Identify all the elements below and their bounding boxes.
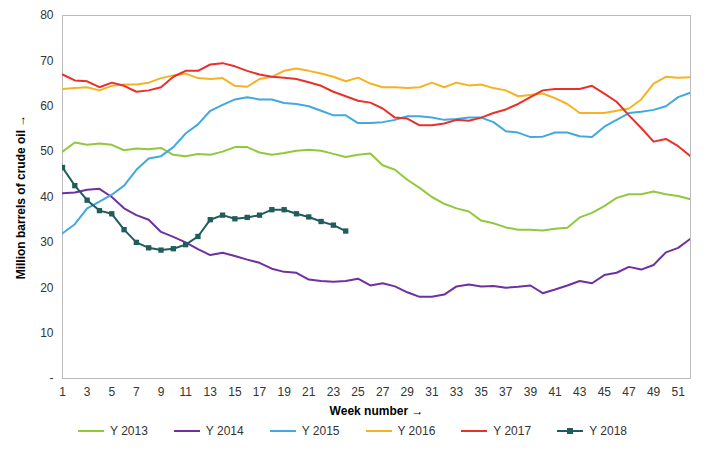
svg-text:27: 27 [376, 385, 390, 399]
svg-text:5: 5 [108, 385, 115, 399]
svg-text:50: 50 [40, 144, 54, 158]
svg-text:7: 7 [133, 385, 140, 399]
svg-text:35: 35 [474, 385, 488, 399]
html-text:Y 2014: Y 2014 [205, 424, 244, 438]
svg-text:9: 9 [158, 385, 165, 399]
svg-text:80: 80 [40, 8, 54, 22]
svg-text:Week number →: Week number → [330, 404, 424, 418]
html-text:Y 2013: Y 2013 [110, 424, 148, 438]
svg-text:49: 49 [647, 385, 661, 399]
svg-text:20: 20 [40, 281, 54, 295]
svg-text:23: 23 [327, 385, 341, 399]
svg-text:13: 13 [204, 385, 218, 399]
svg-text:25: 25 [351, 385, 365, 399]
svg-text:33: 33 [450, 385, 464, 399]
html-text:Y 2018: Y 2018 [589, 424, 627, 438]
svg-text:17: 17 [253, 385, 267, 399]
html-text:Y 2017: Y 2017 [493, 424, 532, 438]
html-text:Y 2015: Y 2015 [301, 424, 340, 438]
svg-text:41: 41 [548, 385, 562, 399]
svg-text:Million barrels of crude oil →: Million barrels of crude oil → [14, 115, 28, 280]
svg-text:51: 51 [672, 385, 686, 399]
svg-text:60: 60 [40, 99, 54, 113]
svg-text:11: 11 [179, 385, 192, 399]
svg-text:43: 43 [573, 385, 587, 399]
svg-text:3: 3 [84, 385, 91, 399]
svg-text:19: 19 [277, 385, 291, 399]
svg-text:37: 37 [499, 385, 513, 399]
svg-text:70: 70 [40, 54, 54, 68]
svg-text:15: 15 [228, 385, 242, 399]
svg-text:47: 47 [622, 385, 636, 399]
svg-text:21: 21 [302, 385, 316, 399]
svg-text:1: 1 [59, 385, 66, 399]
svg-text:30: 30 [40, 235, 54, 249]
svg-text:29: 29 [401, 385, 415, 399]
svg-text:40: 40 [40, 190, 54, 204]
svg-text:31: 31 [425, 385, 439, 399]
svg-text:45: 45 [598, 385, 612, 399]
svg-text:10: 10 [40, 326, 54, 340]
svg-text:39: 39 [524, 385, 538, 399]
html-text:Y 2016: Y 2016 [397, 424, 436, 438]
svg-text:-: - [50, 371, 54, 385]
